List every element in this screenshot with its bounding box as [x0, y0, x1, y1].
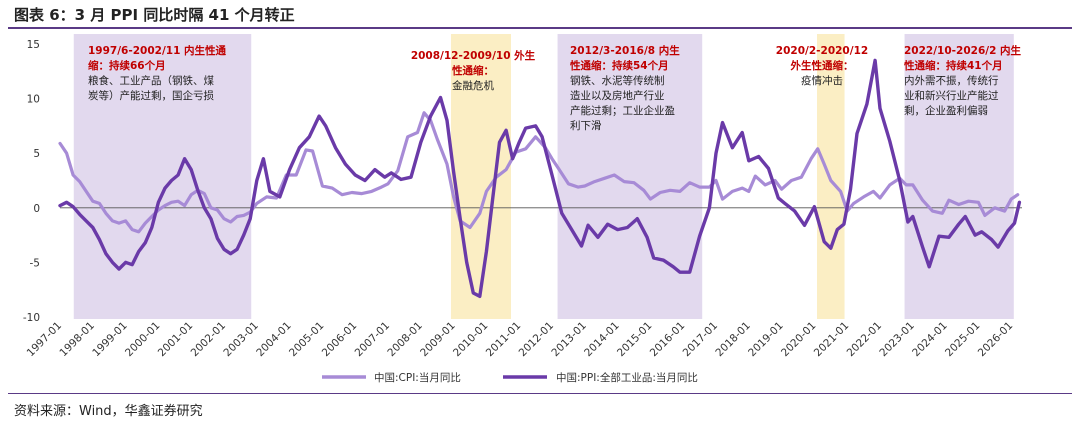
line-chart: 15 10 5 0 -5 -10 1997-011998-011999-012000-01… [23, 34, 1022, 384]
x-tick-label: 2016-01 [648, 320, 688, 360]
series-line-ppi [58, 58, 1022, 298]
annotation-title: 外生性通缩： [790, 59, 854, 72]
annotation-title: 缩：持续66个月 [88, 59, 166, 72]
annotation-text: 炭等）产能过剩，国企亏损 [88, 89, 214, 102]
title-rule [8, 27, 1072, 29]
x-tick-label: 2026-01 [976, 320, 1016, 360]
annotation-title: 2008/12-2009/10 外生 [411, 49, 536, 62]
annotation-title: 性通缩：持续54个月 [570, 59, 669, 72]
source-note: 资料来源：Wind，华鑫证券研究 [14, 404, 203, 419]
y-tick-label: 10 [27, 94, 40, 106]
shaded-period-1 [450, 34, 511, 319]
series-line-cpi [58, 111, 1020, 234]
y-tick-label: 15 [27, 39, 40, 51]
annotation-title: 2020/2-2020/12 [776, 45, 868, 57]
x-tick-label: 2008-01 [385, 320, 425, 360]
annotation-text: 剩，企业盈利偏弱 [904, 104, 988, 117]
annotation-title: 1997/6-2002/11 内生性通 [88, 44, 227, 57]
x-tick-label: 1998-01 [57, 320, 97, 360]
x-tick-label: 2013-01 [549, 320, 589, 360]
series-lines [58, 58, 1022, 298]
x-tick-label: 2024-01 [910, 320, 950, 360]
x-tick-label: 2006-01 [320, 320, 360, 360]
y-axis: 15 10 5 0 -5 -10 [23, 39, 1022, 324]
y-tick-label: -10 [23, 312, 40, 324]
shaded-period-4 [904, 34, 1014, 319]
legend-label: 中国:PPI:全部工业品:当月同比 [556, 371, 698, 384]
annotation-title: 2012/3-2016/8 内生 [570, 44, 680, 57]
annotation-text: 产能过剩；工业企业盈 [570, 104, 675, 117]
x-tick-label: 2004-01 [254, 320, 294, 360]
x-tick-label: 2018-01 [713, 320, 753, 360]
y-tick-label: 5 [33, 148, 40, 160]
x-axis: 1997-011998-011999-012000-012001-012002-… [25, 320, 1016, 360]
x-tick-label: 2019-01 [746, 320, 786, 360]
x-tick-label: 2015-01 [615, 320, 655, 360]
x-tick-label: 2014-01 [582, 320, 622, 360]
annotation-text: 业和新兴行业产能过 [904, 89, 999, 102]
x-tick-label: 2002-01 [189, 320, 229, 360]
y-tick-label: -5 [30, 257, 40, 269]
annotation-text: 利下滑 [570, 120, 602, 132]
x-tick-label: 1997-01 [25, 320, 65, 360]
x-tick-label: 2023-01 [877, 320, 917, 360]
x-tick-label: 2012-01 [517, 320, 557, 360]
annotation-text: 钢铁、水泥等传统制 [570, 74, 665, 87]
annotation-title: 2022/10-2026/2 内生 [904, 44, 1022, 57]
annotation-title: 性通缩： [452, 64, 494, 77]
annotations: 1997/6-2002/11 内生性通缩：持续66个月粮食、工业产品（钢铁、煤炭… [88, 44, 1022, 132]
chart-title: 图表 6：3 月 PPI 同比时隔 41 个月转正 [14, 6, 295, 24]
x-tick-label: 2003-01 [221, 320, 261, 360]
annotation-title: 性通缩：持续41个月 [904, 59, 1003, 72]
legend: 中国:CPI:当月同比 中国:PPI:全部工业品:当月同比 [322, 371, 698, 384]
x-tick-label: 2010-01 [451, 320, 491, 360]
y-tick-label: 0 [33, 203, 40, 215]
annotation-text: 造业以及房地产行业 [570, 89, 665, 102]
x-tick-label: 2020-01 [779, 320, 819, 360]
x-tick-label: 2022-01 [845, 320, 885, 360]
x-tick-label: 2021-01 [812, 320, 852, 360]
x-tick-label: 2009-01 [418, 320, 458, 360]
x-tick-label: 2007-01 [353, 320, 393, 360]
x-tick-label: 2000-01 [123, 320, 163, 360]
x-tick-label: 2005-01 [287, 320, 327, 360]
footer-rule [8, 393, 1072, 394]
legend-label: 中国:CPI:当月同比 [374, 371, 461, 384]
x-tick-label: 2025-01 [943, 320, 983, 360]
x-tick-label: 1999-01 [90, 320, 130, 360]
shaded-period-0 [73, 34, 252, 319]
annotation-text: 内外需不振，传统行 [904, 74, 999, 87]
x-tick-label: 2017-01 [681, 320, 721, 360]
x-tick-label: 2001-01 [156, 320, 196, 360]
annotation-text: 疫情冲击 [801, 74, 843, 87]
annotation-text: 金融危机 [452, 79, 494, 92]
annotation-text: 粮食、工业产品（钢铁、煤 [88, 74, 214, 87]
x-tick-label: 2011-01 [484, 320, 524, 360]
